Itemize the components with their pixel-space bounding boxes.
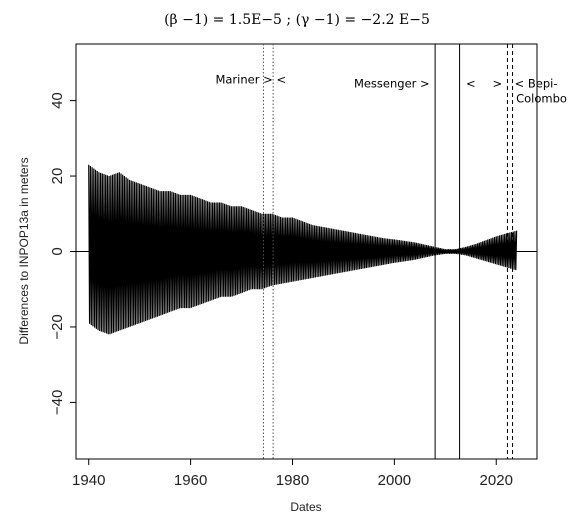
chart-title: (β −1) = 1.5E−5 ; (γ −1) = −2.2 E−5 <box>164 12 430 28</box>
x-tick-label: 1960 <box>174 472 207 489</box>
annotation-2: Messenger > <box>354 76 430 90</box>
series-line-0 <box>88 164 518 335</box>
y-tick-label: 40 <box>49 92 66 109</box>
x-tick-label: 2000 <box>378 472 411 489</box>
x-tick-label: 1980 <box>276 472 309 489</box>
x-tick-label: 1940 <box>72 472 105 489</box>
y-tick-label: −40 <box>49 390 66 415</box>
y-tick-label: 0 <box>49 247 66 255</box>
y-tick-label: 20 <box>49 168 66 185</box>
x-tick-label: 2020 <box>480 472 513 489</box>
annotation-1: < <box>276 73 286 87</box>
x-axis-label: Dates <box>290 500 321 514</box>
annotation-5: < Bepi- <box>515 76 558 90</box>
y-tick-label: −20 <box>49 314 66 339</box>
annotation-4: > <box>492 76 502 90</box>
annotation-0: Mariner > <box>215 73 272 87</box>
reference-lines <box>262 44 514 459</box>
annotations: Mariner > < Messenger > < > < Bepi-Colombo <box>215 73 566 106</box>
series-layer <box>76 164 537 335</box>
y-axis-label: Differences to INPOP13a in meters <box>17 157 31 344</box>
axes: 1940 1960 1980 2000 2020 −40 −20 0 20 40 <box>49 92 513 489</box>
annotation-3: < <box>466 76 476 90</box>
annotation-6: Colombo <box>516 91 567 105</box>
